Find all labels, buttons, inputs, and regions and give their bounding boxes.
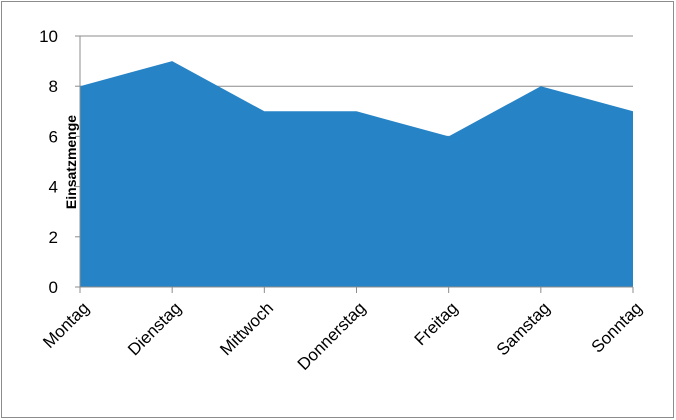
x-tick-label-freitag: Freitag <box>411 298 462 349</box>
y-tick-label-2: 2 <box>49 228 58 247</box>
x-tick-label-montag: Montag <box>39 298 93 352</box>
y-tick-label-10: 10 <box>39 27 58 46</box>
x-tick-label-dienstag: Dienstag <box>124 298 185 359</box>
y-axis-title: Einsatzmenge <box>63 115 79 209</box>
x-tick-label-sonntag: Sonntag <box>588 298 646 356</box>
y-tick-label-8: 8 <box>49 77 58 96</box>
x-tick-label-samstag: Samstag <box>493 298 554 359</box>
y-tick-labels: 0 2 4 6 8 10 <box>39 27 58 297</box>
x-tick-labels: Montag Dienstag Mittwoch Donnerstag Freitag S… <box>39 298 646 374</box>
y-tick-label-0: 0 <box>49 278 58 297</box>
x-tick-label-mittwoch: Mittwoch <box>216 298 277 359</box>
axes <box>75 35 634 293</box>
y-tick-label-6: 6 <box>49 127 58 146</box>
x-tick-label-donnerstag: Donnerstag <box>294 298 370 374</box>
area-series <box>80 61 633 287</box>
y-tick-label-4: 4 <box>49 178 58 197</box>
series-area <box>79 61 634 287</box>
